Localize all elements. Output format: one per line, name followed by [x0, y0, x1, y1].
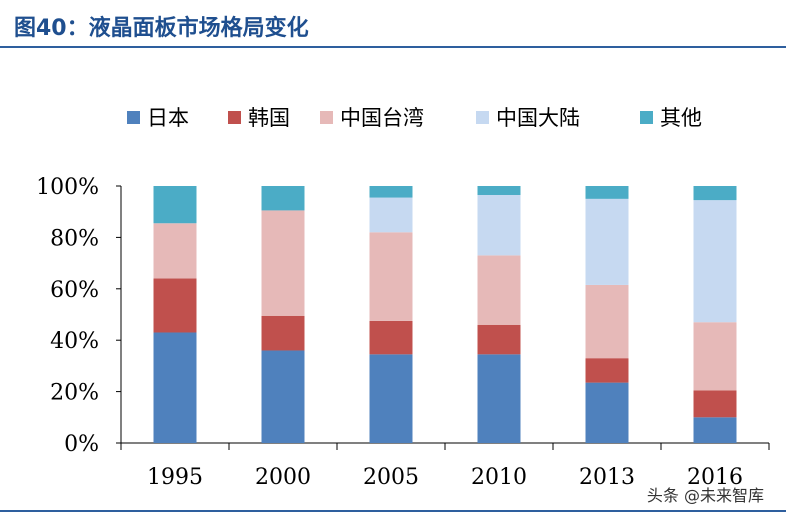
- bar-segment-2010-日本: [477, 354, 521, 443]
- legend-label: 韩国: [248, 106, 290, 130]
- bar-segment-2013-中国台湾: [585, 284, 629, 359]
- y-tick-label: 20%: [50, 381, 99, 406]
- bar-segment-2010-中国台湾: [477, 255, 521, 325]
- bar-segment-2016-日本: [693, 417, 737, 443]
- bottom-divider: [0, 510, 786, 512]
- x-tick-label: 2013: [579, 465, 635, 490]
- bar-segment-2016-中国大陆: [693, 200, 737, 323]
- bar-segment-1995-其他: [153, 186, 197, 224]
- bar-segment-1995-韩国: [153, 278, 197, 333]
- bar-segment-2000-韩国: [261, 315, 305, 351]
- x-tick-label: 2016: [687, 465, 743, 490]
- bar-segment-2005-韩国: [369, 320, 413, 355]
- bar-segment-2013-其他: [585, 186, 629, 199]
- bar-segment-2016-其他: [693, 186, 737, 201]
- bar-segment-2005-中国大陆: [369, 197, 413, 233]
- legend-swatch: [320, 111, 333, 124]
- bar-segment-2013-中国大陆: [585, 198, 629, 285]
- legend-swatch: [228, 111, 241, 124]
- bar-segment-2013-日本: [585, 382, 629, 443]
- y-tick-label: 60%: [50, 278, 99, 303]
- legend-swatch: [476, 111, 489, 124]
- bar-segment-2010-韩国: [477, 324, 521, 355]
- bar-segment-2010-中国大陆: [477, 194, 521, 256]
- bar-segment-2000-日本: [261, 350, 305, 443]
- legend-label: 中国台湾: [340, 106, 424, 130]
- bar-segment-1995-日本: [153, 332, 197, 443]
- legend-label: 其他: [660, 106, 702, 130]
- watermark: 头条 @未来智库: [646, 486, 764, 505]
- bar-segment-2005-日本: [369, 354, 413, 443]
- bar-segment-2005-中国台湾: [369, 232, 413, 321]
- bar-segment-2000-其他: [261, 186, 305, 211]
- bar-segment-2013-韩国: [585, 358, 629, 383]
- y-tick-label: 100%: [36, 175, 99, 200]
- x-tick-label: 2000: [255, 465, 311, 490]
- title-divider: [0, 46, 786, 48]
- legend-swatch: [127, 111, 140, 124]
- x-tick-label: 1995: [147, 465, 203, 490]
- legend-swatch: [640, 111, 653, 124]
- bar-segment-2000-中国台湾: [261, 210, 305, 316]
- figure-title: 图40：液晶面板市场格局变化: [14, 16, 309, 41]
- y-tick-label: 80%: [50, 226, 99, 251]
- legend-label: 日本: [147, 106, 189, 130]
- bar-segment-1995-中国台湾: [153, 223, 197, 279]
- x-tick-label: 2010: [471, 465, 527, 490]
- y-tick-label: 0%: [64, 432, 99, 457]
- legend-label: 中国大陆: [496, 106, 580, 130]
- y-tick-label: 40%: [50, 329, 99, 354]
- bar-segment-2016-中国台湾: [693, 322, 737, 391]
- bar-segment-2010-其他: [477, 186, 521, 195]
- x-tick-label: 2005: [363, 465, 419, 490]
- bar-segment-2016-韩国: [693, 390, 737, 418]
- bar-segment-2005-其他: [369, 186, 413, 198]
